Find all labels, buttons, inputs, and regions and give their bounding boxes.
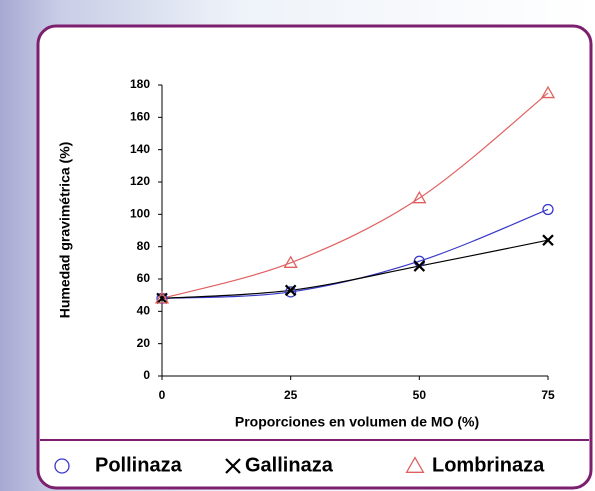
- data-point: [284, 284, 297, 297]
- y-tick-label: 100: [130, 207, 150, 221]
- y-tick-label: 60: [137, 271, 151, 285]
- y-tick-label: 0: [143, 368, 150, 382]
- frame: [36, 24, 593, 490]
- y-tick-label: 40: [137, 304, 151, 318]
- x-tick-label: 25: [284, 388, 298, 402]
- x-tick-label: 75: [541, 388, 555, 402]
- y-tick-label: 80: [137, 239, 151, 253]
- y-tick-label: 180: [130, 77, 150, 91]
- legend-marker: [54, 458, 70, 474]
- x-tick-label: 0: [159, 388, 166, 402]
- legend-marker: [405, 456, 425, 473]
- data-point: [156, 292, 168, 305]
- data-point: [412, 190, 427, 204]
- data-point: [540, 85, 556, 99]
- y-axis-title: Humedad gravimétrica (%): [57, 142, 73, 319]
- series-line: [161, 239, 549, 299]
- data-point: [154, 291, 170, 304]
- legend-label: Pollinaza: [95, 454, 183, 476]
- data-point: [285, 286, 297, 298]
- data-point: [542, 234, 554, 246]
- legend-label: Lombrinaza: [432, 454, 545, 476]
- data-point: [283, 255, 298, 268]
- y-tick-label: 160: [130, 110, 150, 124]
- y-tick-label: 20: [137, 336, 151, 350]
- legend-label: Gallinaza: [245, 454, 334, 476]
- y-tick-label: 140: [130, 142, 150, 156]
- x-tick-label: 50: [413, 388, 427, 402]
- y-tick-label: 120: [130, 174, 150, 188]
- legend-marker: [225, 458, 241, 474]
- data-point: [542, 203, 554, 216]
- series-line: [161, 92, 549, 299]
- data-point: [413, 260, 426, 272]
- x-axis-title: Proporciones en volumen de MO (%): [235, 414, 479, 430]
